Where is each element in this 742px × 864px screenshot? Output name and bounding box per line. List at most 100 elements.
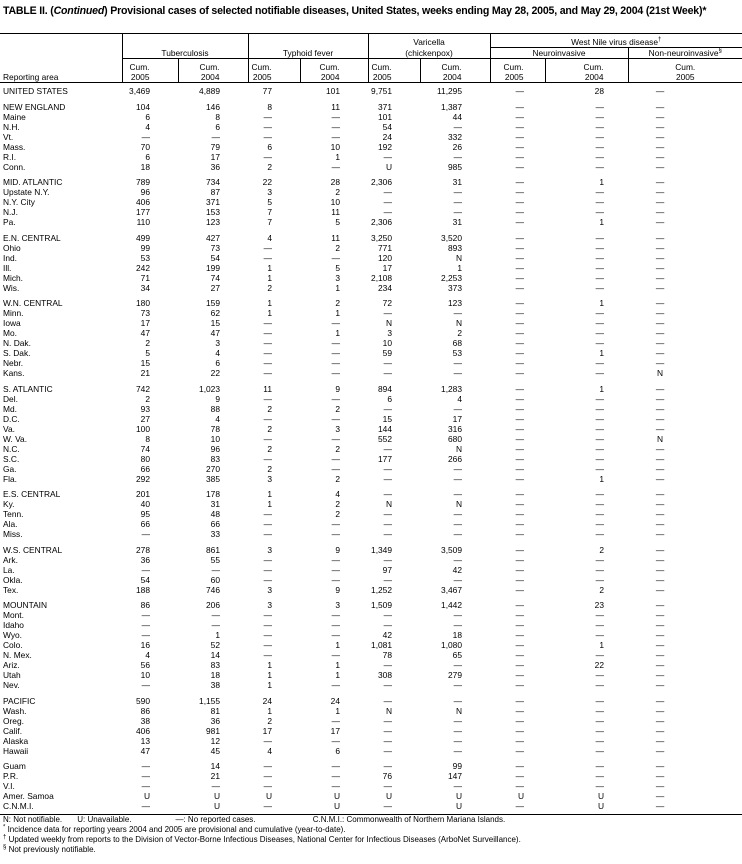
value-cell: 21 xyxy=(140,368,150,378)
value-cell: — xyxy=(515,131,524,142)
value-cell: 38 xyxy=(210,680,220,690)
header-cum-2004: Cum. 2004 xyxy=(299,58,368,83)
value-cell: — xyxy=(515,463,524,474)
value-cell: 10 xyxy=(382,338,392,348)
value-cell: 42 xyxy=(452,564,462,575)
table-row: NEW ENGLAND 104 146 8 11 371 1,387 — — — xyxy=(0,96,742,112)
value-cell: 52 xyxy=(210,640,220,650)
reporting-area-cell: Mass. xyxy=(3,141,26,152)
value-cell: U xyxy=(333,791,340,801)
value-cell: — xyxy=(515,670,524,680)
value-cell: 499 xyxy=(136,232,150,243)
reporting-area-cell: Ill. xyxy=(3,262,12,273)
value-cell: — xyxy=(515,564,524,575)
value-cell: 3 xyxy=(335,600,340,610)
value-cell: 11,295 xyxy=(437,86,462,96)
value-cell: — xyxy=(515,187,524,197)
value-cell: — xyxy=(211,610,220,620)
value-cell: — xyxy=(263,781,272,791)
value-cell: 981 xyxy=(206,725,220,736)
value-cell: U xyxy=(455,791,462,801)
value-cell: — xyxy=(515,620,524,630)
value-cell: — xyxy=(383,781,392,791)
value-cell: — xyxy=(655,771,665,781)
value-cell: 746 xyxy=(206,584,220,595)
value-cell: — xyxy=(331,433,340,444)
value-cell: 28 xyxy=(594,86,604,96)
table-row: W.S. CENTRAL 278 861 3 9 1,349 3,509 — 2 — xyxy=(0,539,742,555)
value-cell: 1 xyxy=(267,262,272,273)
value-cell: — xyxy=(595,242,604,253)
header-varicella: Varicella xyxy=(367,33,490,48)
value-cell: — xyxy=(515,177,524,187)
value-cell: — xyxy=(595,433,604,444)
value-cell: 1,387 xyxy=(441,101,462,112)
value-cell: — xyxy=(515,252,524,263)
value-cell: — xyxy=(331,715,340,726)
table-row: Mo. 47 47 — 1 3 2 — — — xyxy=(0,328,742,338)
value-cell: 1 xyxy=(267,489,272,499)
value-cell: — xyxy=(595,197,604,207)
value-cell: — xyxy=(453,745,462,756)
table-row: La. — — — — 97 42 — — — xyxy=(0,565,742,575)
reporting-area-cell: Fla. xyxy=(3,473,17,484)
value-cell: 8 xyxy=(215,111,220,122)
value-cell: 1 xyxy=(335,308,340,318)
value-cell: — xyxy=(655,600,665,610)
value-cell: 4 xyxy=(267,745,272,756)
value-cell: 93 xyxy=(140,403,150,414)
value-cell: — xyxy=(515,715,524,726)
value-cell: 59 xyxy=(382,348,392,358)
value-cell: 2 xyxy=(267,403,272,414)
value-cell: 894 xyxy=(378,383,392,394)
value-cell: — xyxy=(515,554,524,565)
reporting-area-cell: Wash. xyxy=(3,705,27,716)
value-cell: 789 xyxy=(136,177,150,187)
value-cell: 2 xyxy=(267,423,272,434)
value-cell: — xyxy=(263,433,272,444)
table-row: Idaho — — — — — — — — — xyxy=(0,620,742,630)
value-cell: — xyxy=(141,564,150,575)
value-cell: 54 xyxy=(140,574,150,585)
value-cell: 1 xyxy=(335,640,340,650)
value-cell: — xyxy=(655,761,665,771)
value-cell: — xyxy=(515,443,524,454)
value-cell: 1 xyxy=(335,282,340,293)
value-cell: — xyxy=(595,620,604,630)
value-cell: 1 xyxy=(335,328,340,338)
table-row: Ill. 242 199 1 5 17 1 — — — xyxy=(0,263,742,273)
value-cell: — xyxy=(515,584,524,595)
footnote-mark: * xyxy=(3,824,6,831)
value-cell: — xyxy=(122,801,178,815)
value-cell: — xyxy=(655,262,665,273)
title-text: ) Provisional cases of selected notifiab… xyxy=(104,5,703,17)
value-cell: 4 xyxy=(335,489,340,499)
value-cell: N xyxy=(455,443,462,454)
value-cell: 6 xyxy=(215,358,220,368)
value-cell: — xyxy=(331,338,340,348)
value-cell: 56 xyxy=(140,660,150,670)
value-cell: 9 xyxy=(335,383,340,394)
value-cell: — xyxy=(595,509,604,519)
value-cell: 1 xyxy=(335,670,340,680)
value-cell: — xyxy=(595,368,604,378)
value-cell: 1,252 xyxy=(371,584,392,595)
value-cell: — xyxy=(655,489,665,499)
value-cell: — xyxy=(655,544,665,555)
value-cell: — xyxy=(515,383,524,394)
value-cell: 371 xyxy=(206,197,220,207)
value-cell: — xyxy=(655,177,665,187)
reporting-area-cell: Ark. xyxy=(3,554,18,565)
value-cell: 66 xyxy=(140,463,150,474)
value-cell: — xyxy=(331,453,340,464)
value-cell: — xyxy=(453,473,462,484)
value-cell: — xyxy=(655,403,665,414)
value-cell: — xyxy=(595,781,604,791)
value-cell: 159 xyxy=(206,298,220,308)
value-cell: 4 xyxy=(145,121,150,132)
value-cell: — xyxy=(595,413,604,424)
value-cell: 2 xyxy=(267,161,272,172)
value-cell: — xyxy=(453,207,462,217)
value-cell: — xyxy=(655,735,665,746)
value-cell: 2 xyxy=(145,338,150,348)
